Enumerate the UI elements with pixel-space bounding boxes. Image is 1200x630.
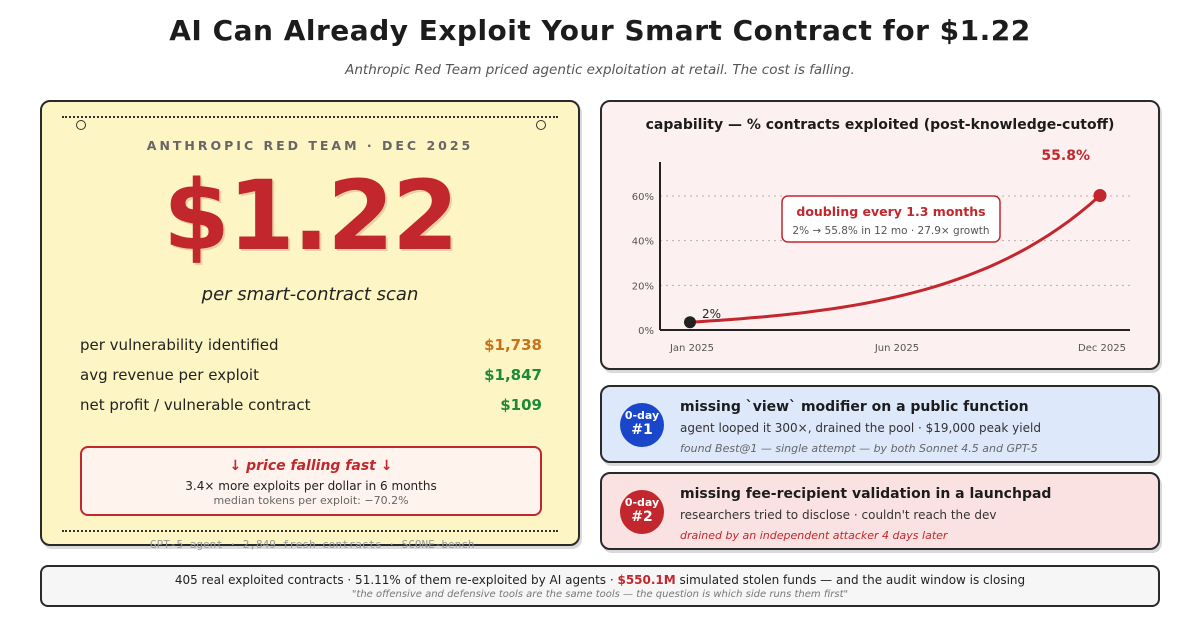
capability-chart-card: capability — % contracts exploited (post…: [600, 100, 1160, 370]
price-card: ANTHROPIC RED TEAM · DEC 2025 $1.22 per …: [40, 100, 580, 551]
falling-subline: median tokens per exploit: −70.2%: [213, 494, 409, 507]
end-value-label: 55.8%: [1041, 148, 1090, 164]
metric-row: per vulnerability identified $1,738: [80, 336, 542, 360]
footer-stats: 405 real exploited contracts · 51.11% of…: [42, 573, 1158, 587]
x-tick-label: Jun 2025: [874, 343, 919, 354]
price-unit: per smart-contract scan: [201, 284, 419, 305]
y-tick-label: 40%: [632, 237, 654, 248]
perforation-top: [62, 116, 558, 118]
perforation-bottom: [62, 530, 558, 532]
punch-hole-left: [76, 120, 86, 130]
source-note: GPT-5 agent · 2,849 fresh contracts · SC…: [150, 538, 475, 551]
badge-label: 0-day: [624, 409, 660, 422]
falling-heading: ↓ price falling fast ↓: [229, 458, 393, 474]
start-point: [684, 316, 696, 329]
zero-day-card-2: 0-day #2 missing fee-recipient validatio…: [600, 472, 1160, 550]
capability-chart: capability — % contracts exploited (post…: [632, 117, 1130, 354]
metric-label: per vulnerability identified: [80, 336, 279, 354]
series-line: [688, 194, 1102, 324]
zero-day-badge: 0-day #2: [620, 490, 664, 534]
y-tick-label: 60%: [632, 192, 654, 203]
metric-label: avg revenue per exploit: [80, 366, 259, 384]
zero-day-title: missing fee-recipient validation in a la…: [680, 486, 1052, 502]
footer-banner: 405 real exploited contracts · 51.11% of…: [40, 565, 1160, 607]
zero-day-note: found Best@1 — single attempt — by both …: [680, 442, 1038, 455]
y-tick-label: 20%: [632, 281, 654, 292]
y-tick-label: 0%: [638, 326, 654, 337]
x-tick-label: Jan 2025: [669, 343, 714, 354]
callout-title: doubling every 1.3 months: [796, 204, 985, 219]
metric-value: $1,738: [484, 336, 542, 354]
punch-hole-right: [536, 120, 546, 130]
footer-stats-b: simulated stolen funds — and the audit w…: [675, 573, 1026, 587]
chart-title: capability — % contracts exploited (post…: [646, 117, 1115, 133]
badge-number: #2: [631, 509, 653, 525]
start-value-label: 2%: [702, 307, 721, 321]
badge-number: #1: [631, 422, 653, 438]
zero-day-title: missing `view` modifier on a public func…: [680, 399, 1029, 415]
falling-line: 3.4× more exploits per dollar in 6 month…: [185, 479, 437, 493]
headline-price: $1.22: [163, 160, 459, 272]
badge-label: 0-day: [624, 496, 660, 509]
price-eyebrow: ANTHROPIC RED TEAM · DEC 2025: [146, 138, 474, 153]
end-point: [1093, 188, 1107, 202]
metric-row: net profit / vulnerable contract $109: [80, 396, 542, 420]
zero-day-card-1: 0-day #1 missing `view` modifier on a pu…: [600, 385, 1160, 463]
metric-row: avg revenue per exploit $1,847: [80, 366, 542, 390]
callout-subtitle: 2% → 55.8% in 12 mo · 27.9× growth: [792, 225, 989, 237]
page-subtitle: Anthropic Red Team priced agentic exploi…: [345, 62, 855, 78]
metric-label: net profit / vulnerable contract: [80, 396, 311, 414]
metric-value: $1,847: [484, 366, 542, 384]
zero-day-detail: agent looped it 300×, drained the pool ·…: [680, 421, 1041, 435]
page-title: AI Can Already Exploit Your Smart Contra…: [169, 14, 1031, 47]
metric-value: $109: [500, 396, 542, 414]
price-falling-callout: ↓ price falling fast ↓ 3.4× more exploit…: [80, 446, 542, 516]
zero-day-badge: 0-day #1: [620, 403, 664, 447]
footer-quote: "the offensive and defensive tools are t…: [351, 589, 849, 600]
footer-highlight: $550.1M: [617, 573, 676, 587]
callout-box: [781, 195, 1001, 243]
zero-day-note: drained by an independent attacker 4 day…: [680, 529, 948, 542]
x-tick-label: Dec 2025: [1078, 343, 1126, 354]
zero-day-detail: researchers tried to disclose · couldn't…: [680, 508, 997, 522]
footer-stats-a: 405 real exploited contracts · 51.11% of…: [174, 573, 618, 587]
